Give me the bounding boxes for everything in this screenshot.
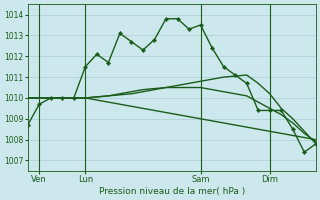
X-axis label: Pression niveau de la mer( hPa ): Pression niveau de la mer( hPa ) — [99, 187, 245, 196]
